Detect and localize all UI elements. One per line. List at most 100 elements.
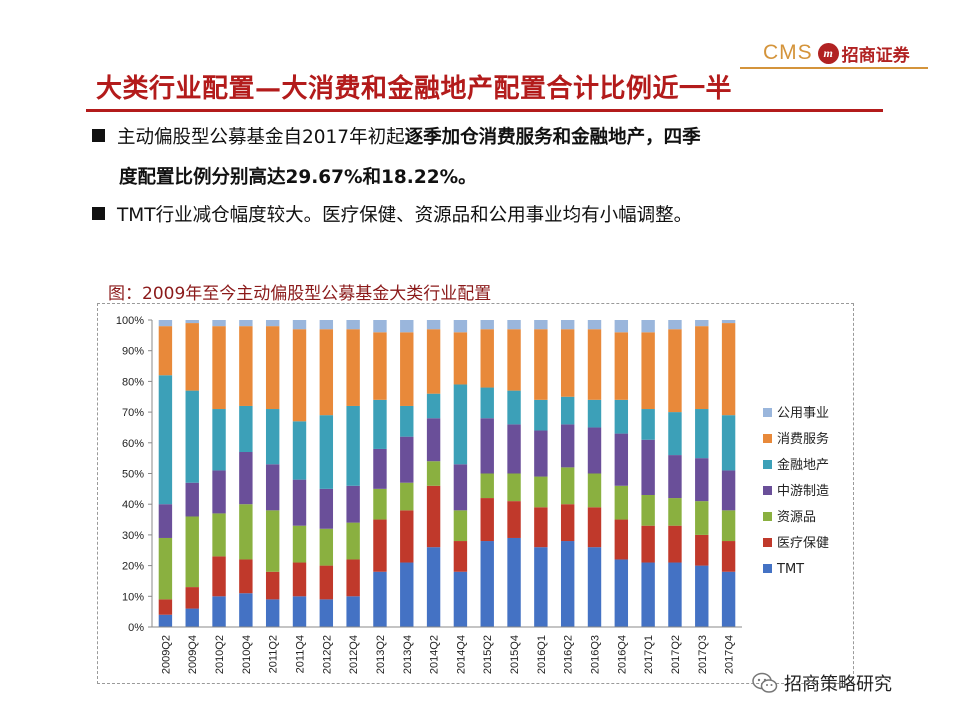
bar-segment-2011Q4-中游制造 — [292, 479, 307, 526]
logo-cms-text: CMS — [763, 41, 813, 64]
brand-logo: CMS m 招商证券 — [763, 40, 910, 66]
bullet-1-text-c: 度配置比例分别高达29.67%和18.22%。 — [119, 167, 477, 188]
bar-segment-2014Q2-消费服务 — [426, 329, 441, 394]
bar-segment-2017Q1-中游制造 — [641, 439, 655, 495]
bar-segment-2012Q2-资源品 — [319, 528, 334, 566]
bar-segment-2014Q2-资源品 — [426, 461, 441, 486]
bar-segment-2009Q4-金融地产 — [185, 390, 199, 483]
x-tick-label: 2013Q2 — [375, 635, 387, 674]
bar-segment-2017Q2-TMT — [668, 562, 682, 627]
bar-segment-2012Q2-医疗保健 — [319, 565, 334, 600]
logo-cn-text: 招商证券 — [841, 45, 910, 66]
legend-label-公用事业: 公用事业 — [777, 406, 829, 421]
bar-segment-2016Q4-中游制造 — [614, 433, 629, 486]
bar-segment-2013Q2-金融地产 — [373, 399, 387, 449]
bar-segment-2010Q2-资源品 — [212, 513, 226, 557]
bar-segment-2014Q2-中游制造 — [426, 418, 441, 462]
x-tick-label: 2013Q4 — [402, 635, 414, 674]
x-tick-label: 2017Q4 — [724, 635, 736, 674]
bar-segment-2010Q2-金融地产 — [212, 409, 226, 471]
bar-segment-2013Q4-资源品 — [400, 482, 414, 511]
bullet-square-icon — [92, 207, 105, 220]
bar-segment-2016Q3-金融地产 — [587, 399, 602, 428]
bar-segment-2016Q2-公用事业 — [560, 320, 575, 330]
legend-swatch-金融地产 — [763, 460, 772, 469]
bar-segment-2012Q2-TMT — [319, 599, 334, 627]
y-tick-label: 20% — [122, 561, 144, 573]
x-tick-label: 2017Q1 — [643, 635, 655, 674]
x-tick-label: 2011Q4 — [295, 635, 307, 673]
y-tick-label: 10% — [122, 591, 144, 603]
bar-segment-2017Q3-TMT — [695, 565, 709, 627]
bar-segment-2016Q4-TMT — [614, 559, 629, 627]
bar-segment-2015Q4-消费服务 — [507, 329, 521, 391]
bar-segment-2011Q2-公用事业 — [265, 320, 280, 327]
watermark-text: 招商策略研究 — [784, 674, 892, 695]
bar-segment-2013Q2-资源品 — [373, 488, 387, 520]
bar-segment-2017Q4-医疗保健 — [721, 541, 736, 572]
bar-segment-2010Q2-中游制造 — [212, 470, 226, 514]
bar-segment-2016Q4-金融地产 — [614, 399, 629, 434]
bar-segment-2017Q4-中游制造 — [721, 470, 736, 511]
legend-swatch-公用事业 — [763, 408, 772, 417]
bar-segment-2015Q4-医疗保健 — [507, 501, 521, 538]
bar-segment-2012Q4-资源品 — [346, 522, 360, 560]
x-tick-label: 2016Q3 — [590, 635, 602, 674]
x-tick-label: 2009Q2 — [160, 635, 172, 674]
bar-segment-2015Q4-TMT — [507, 537, 521, 627]
bar-segment-2010Q4-中游制造 — [239, 452, 253, 505]
bar-segment-2017Q4-消费服务 — [721, 323, 736, 416]
bar-segment-2015Q2-公用事业 — [480, 320, 494, 330]
bar-segment-2012Q4-中游制造 — [346, 485, 360, 523]
bar-segment-2009Q4-消费服务 — [185, 323, 199, 391]
bar-segment-2011Q4-金融地产 — [292, 421, 307, 480]
bar-segment-2017Q4-TMT — [721, 571, 736, 627]
bar-segment-2017Q4-资源品 — [721, 510, 736, 542]
legend-label-中游制造: 中游制造 — [777, 484, 829, 499]
bar-segment-2010Q4-金融地产 — [239, 405, 253, 453]
legend-label-资源品: 资源品 — [777, 510, 816, 525]
bar-segment-2012Q4-消费服务 — [346, 329, 360, 406]
bar-segment-2015Q4-资源品 — [507, 473, 521, 502]
bar-segment-2016Q4-公用事业 — [614, 320, 629, 333]
bar-segment-2014Q4-医疗保健 — [453, 541, 468, 572]
bar-segment-2010Q4-公用事业 — [239, 320, 253, 327]
bar-segment-2014Q4-中游制造 — [453, 464, 468, 511]
bar-segment-2013Q2-消费服务 — [373, 332, 387, 400]
bar-segment-2015Q4-公用事业 — [507, 320, 521, 330]
bar-segment-2011Q4-公用事业 — [292, 320, 307, 330]
bar-segment-2016Q1-TMT — [534, 547, 548, 627]
bar-segment-2013Q4-金融地产 — [400, 405, 414, 437]
bar-segment-2015Q4-金融地产 — [507, 390, 521, 425]
bar-segment-2010Q4-资源品 — [239, 504, 253, 560]
chart-frame — [97, 303, 854, 684]
y-tick-label: 30% — [122, 530, 144, 542]
bar-segment-2015Q2-消费服务 — [480, 329, 494, 388]
y-tick-label: 100% — [116, 315, 144, 327]
bar-segment-2014Q4-TMT — [453, 571, 468, 627]
bar-segment-2016Q3-消费服务 — [587, 329, 602, 400]
bar-segment-2011Q2-资源品 — [265, 510, 280, 572]
bar-segment-2017Q1-公用事业 — [641, 320, 655, 333]
bar-segment-2017Q1-TMT — [641, 562, 655, 627]
bar-segment-2016Q2-TMT — [560, 541, 575, 627]
bar-segment-2009Q4-医疗保健 — [185, 587, 199, 609]
bullet-1-text-a: 主动偏股型公募基金自2017年初起 — [117, 127, 405, 148]
bullet-2-text: TMT行业减仓幅度较大。医疗保健、资源品和公用事业均有小幅调整。 — [117, 205, 693, 226]
bar-segment-2013Q2-医疗保健 — [373, 519, 387, 572]
bar-segment-2014Q2-医疗保健 — [426, 485, 441, 548]
bar-segment-2015Q2-医疗保健 — [480, 498, 494, 542]
bar-segment-2009Q2-TMT — [158, 614, 173, 627]
bar-segment-2011Q4-医疗保健 — [292, 562, 307, 597]
legend-label-TMT: TMT — [776, 562, 804, 577]
bar-segment-2011Q2-TMT — [265, 599, 280, 627]
bullet-2: TMT行业减仓幅度较大。医疗保健、资源品和公用事业均有小幅调整。 — [92, 196, 882, 236]
legend-swatch-医疗保健 — [763, 538, 772, 547]
bar-segment-2015Q2-TMT — [480, 541, 494, 627]
bar-segment-2017Q4-公用事业 — [721, 320, 736, 324]
bar-segment-2017Q1-医疗保健 — [641, 525, 655, 563]
bar-segment-2010Q2-医疗保健 — [212, 556, 226, 597]
bar-segment-2016Q2-中游制造 — [560, 424, 575, 468]
bullet-1-text-b: 逐季加仓消费服务和金融地产，四季 — [404, 127, 701, 148]
